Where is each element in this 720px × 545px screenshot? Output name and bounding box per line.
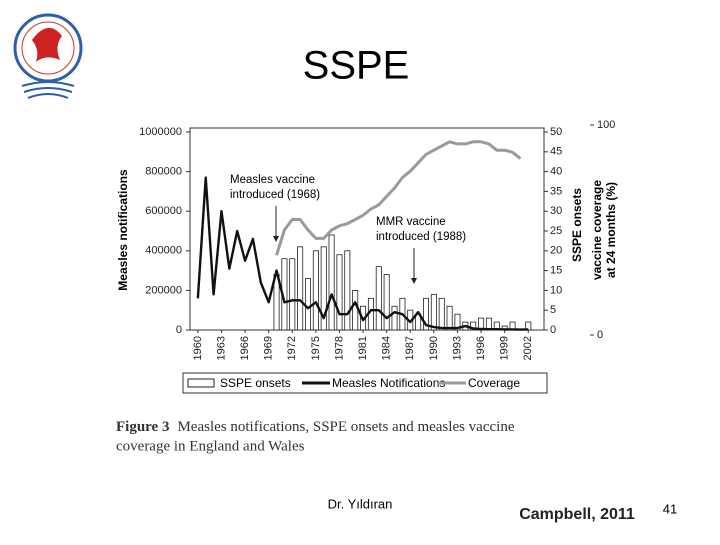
y3-tick-label: 0 <box>597 329 603 341</box>
author: Dr. Yıldıran <box>328 496 393 511</box>
bar <box>383 274 390 331</box>
bar <box>391 305 398 331</box>
y-tick-label: 200000 <box>145 284 182 296</box>
x-tick-label: 1966 <box>239 336 251 360</box>
bar <box>320 246 327 331</box>
line <box>196 176 529 331</box>
bar <box>470 321 477 331</box>
annotation: introduced (1988) <box>376 231 466 243</box>
x-tick-label: 1972 <box>286 336 298 360</box>
x-tick-label: 2002 <box>522 336 534 360</box>
y-tick-label: 0 <box>176 324 182 336</box>
line <box>275 140 522 256</box>
x-tick-label: 1993 <box>451 336 463 360</box>
y2-tick-label: 50 <box>550 126 562 138</box>
y2-tick-label: 45 <box>550 146 562 158</box>
arrow-head <box>411 278 417 284</box>
plot-frame <box>189 127 545 331</box>
y-tick-label: 1000000 <box>139 126 182 138</box>
y-tick-label: 400000 <box>145 245 182 257</box>
arrow-head <box>273 236 279 242</box>
legend-box <box>182 372 548 394</box>
bar <box>344 250 351 331</box>
bar <box>454 313 461 331</box>
y3-axis-label: at 24 months (%) <box>604 182 618 278</box>
logo <box>13 13 83 99</box>
slide-title: SSPE <box>303 44 410 88</box>
y2-tick-label: 40 <box>550 166 562 178</box>
bar <box>297 246 304 331</box>
bar <box>446 305 453 331</box>
y3-axis-label: vaccine coverage <box>590 180 604 280</box>
x-tick-label: 1984 <box>381 336 393 360</box>
bar <box>336 254 343 331</box>
source: Campbell, 2011 <box>519 506 635 523</box>
y2-tick-label: 25 <box>550 225 562 237</box>
bar <box>375 266 382 331</box>
y3-tick-label: 100 <box>597 119 615 131</box>
bar <box>352 289 359 331</box>
y2-tick-label: 0 <box>550 324 556 336</box>
x-tick-label: 1975 <box>310 336 322 360</box>
bar <box>312 250 319 331</box>
annotation: Measles vaccine <box>230 174 315 186</box>
x-tick-label: 1960 <box>192 336 204 360</box>
annotation: MMR vaccine <box>376 216 446 228</box>
y2-tick-label: 15 <box>550 265 562 277</box>
x-tick-label: 1999 <box>499 336 511 360</box>
x-tick-label: 1981 <box>357 336 369 360</box>
y-tick-label: 800000 <box>145 166 182 178</box>
page-number: 41 <box>663 501 677 516</box>
x-tick-label: 1987 <box>404 336 416 360</box>
y2-tick-label: 30 <box>550 205 562 217</box>
x-tick-label: 1963 <box>215 336 227 360</box>
bar <box>328 234 335 331</box>
y2-tick-label: 5 <box>550 304 556 316</box>
bar <box>289 258 296 331</box>
legend-label: SSPE onsets <box>220 376 291 390</box>
x-tick-label: 1969 <box>263 336 275 360</box>
legend-label: Coverage <box>468 376 520 390</box>
y2-tick-label: 20 <box>550 245 562 257</box>
x-tick-label: 1996 <box>475 336 487 360</box>
bar <box>422 297 429 331</box>
y-tick-label: 600000 <box>145 205 182 217</box>
x-tick-label: 1990 <box>428 336 440 360</box>
y2-tick-label: 35 <box>550 185 562 197</box>
figure-caption: coverage in England and Wales <box>116 438 305 454</box>
y2-axis-label: SSPE onsets <box>570 188 584 262</box>
caption-text: Measles notifications, SSPE onsets and m… <box>177 419 514 435</box>
bar <box>430 293 437 331</box>
x-tick-label: 1978 <box>333 336 345 360</box>
bar <box>304 278 311 331</box>
figure-caption: Figure 3 Measles notifications, SSPE onse… <box>116 419 515 435</box>
y2-tick-label: 10 <box>550 284 562 296</box>
caption-label: Figure 3 <box>116 419 169 435</box>
annotation: introduced (1968) <box>230 189 320 201</box>
legend-swatch <box>187 378 215 388</box>
y-axis-label: Measles notifications <box>116 169 130 291</box>
legend-label: Measles Notifications <box>332 376 445 390</box>
bar <box>438 297 445 331</box>
